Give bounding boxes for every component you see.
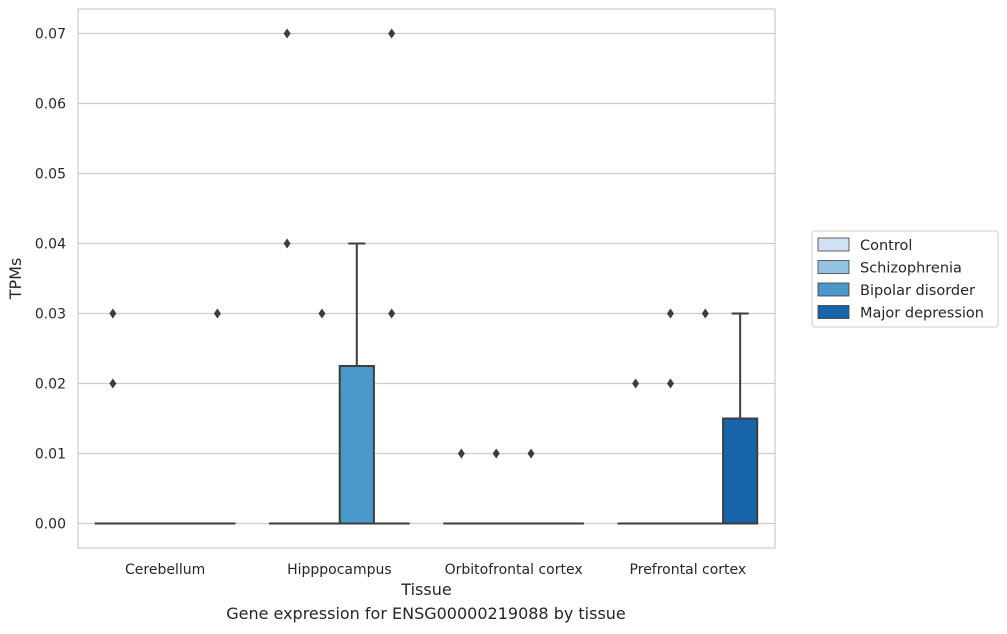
legend-swatch bbox=[817, 305, 850, 319]
outlier-marker bbox=[666, 308, 674, 319]
box-major-depression bbox=[199, 308, 236, 525]
legend: Control Schizophrenia Bipolar disorder Majo… bbox=[811, 230, 999, 328]
outlier-marker bbox=[283, 238, 291, 249]
y-tick-label: 0.01 bbox=[35, 447, 66, 463]
legend-swatch bbox=[817, 260, 850, 274]
outlier-marker bbox=[283, 28, 291, 39]
x-tick-label: Prefrontal cortex bbox=[630, 562, 747, 578]
y-tick-label: 0.06 bbox=[35, 97, 66, 113]
outlier-marker bbox=[527, 448, 535, 459]
x-tick-labels: Cerebellum Hipppocampus Orbitofrontal cort… bbox=[125, 562, 746, 578]
figure-caption: Gene expression for ENSG00000219088 by t… bbox=[226, 604, 626, 623]
box-iqr bbox=[722, 417, 759, 525]
outlier-marker bbox=[701, 308, 709, 319]
box-bipolar-disorder bbox=[338, 242, 375, 525]
box-control bbox=[617, 378, 654, 525]
x-axis-label: Tissue bbox=[400, 580, 451, 599]
box-bipolar-disorder bbox=[512, 448, 550, 525]
box-iqr bbox=[338, 365, 375, 525]
y-tick-label: 0.07 bbox=[35, 27, 66, 43]
legend-frame bbox=[811, 230, 999, 328]
box-control bbox=[269, 28, 306, 525]
outlier-marker bbox=[388, 28, 396, 39]
outlier-marker bbox=[492, 448, 500, 459]
legend-label: Control bbox=[860, 238, 912, 254]
outlier-marker bbox=[213, 308, 221, 319]
legend-swatch bbox=[817, 237, 850, 252]
y-axis-label: TPMs bbox=[6, 258, 25, 301]
y-tick-label: 0.04 bbox=[35, 237, 66, 253]
y-tick-label: 0.00 bbox=[35, 517, 66, 533]
outlier-marker bbox=[109, 378, 117, 389]
x-tick-label: Orbitofrontal cortex bbox=[445, 562, 583, 578]
box-schizophrenia bbox=[652, 308, 689, 525]
box-plots bbox=[94, 28, 759, 525]
box-control bbox=[443, 448, 480, 525]
y-tick-label: 0.03 bbox=[35, 307, 66, 323]
box-schizophrenia bbox=[303, 308, 341, 525]
box-schizophrenia bbox=[478, 448, 515, 525]
x-tick-label: Hipppocampus bbox=[287, 562, 392, 578]
legend-label: Schizophrenia bbox=[860, 261, 962, 277]
outlier-marker bbox=[318, 308, 326, 319]
outlier-marker bbox=[666, 378, 674, 389]
y-tick-label: 0.05 bbox=[35, 167, 66, 183]
y-tick-label: 0.02 bbox=[35, 377, 66, 393]
plot-area-frame bbox=[77, 8, 776, 549]
legend-label: Major depression bbox=[860, 306, 984, 322]
y-tick-labels: 0.00 0.01 0.02 0.03 0.04 0.05 0.06 0.07 bbox=[35, 27, 66, 533]
box-major-depression bbox=[373, 28, 410, 525]
gridlines bbox=[78, 32, 775, 525]
box-control bbox=[94, 308, 131, 525]
legend-swatch bbox=[817, 282, 850, 297]
outlier-marker bbox=[109, 308, 117, 319]
box-major-depression bbox=[722, 312, 759, 525]
legend-label: Bipolar disorder bbox=[860, 283, 975, 299]
box-bipolar-disorder bbox=[687, 308, 724, 525]
outlier-marker bbox=[457, 448, 465, 459]
outlier-marker bbox=[632, 378, 640, 389]
x-tick-label: Cerebellum bbox=[125, 562, 205, 578]
outlier-marker bbox=[388, 308, 396, 319]
